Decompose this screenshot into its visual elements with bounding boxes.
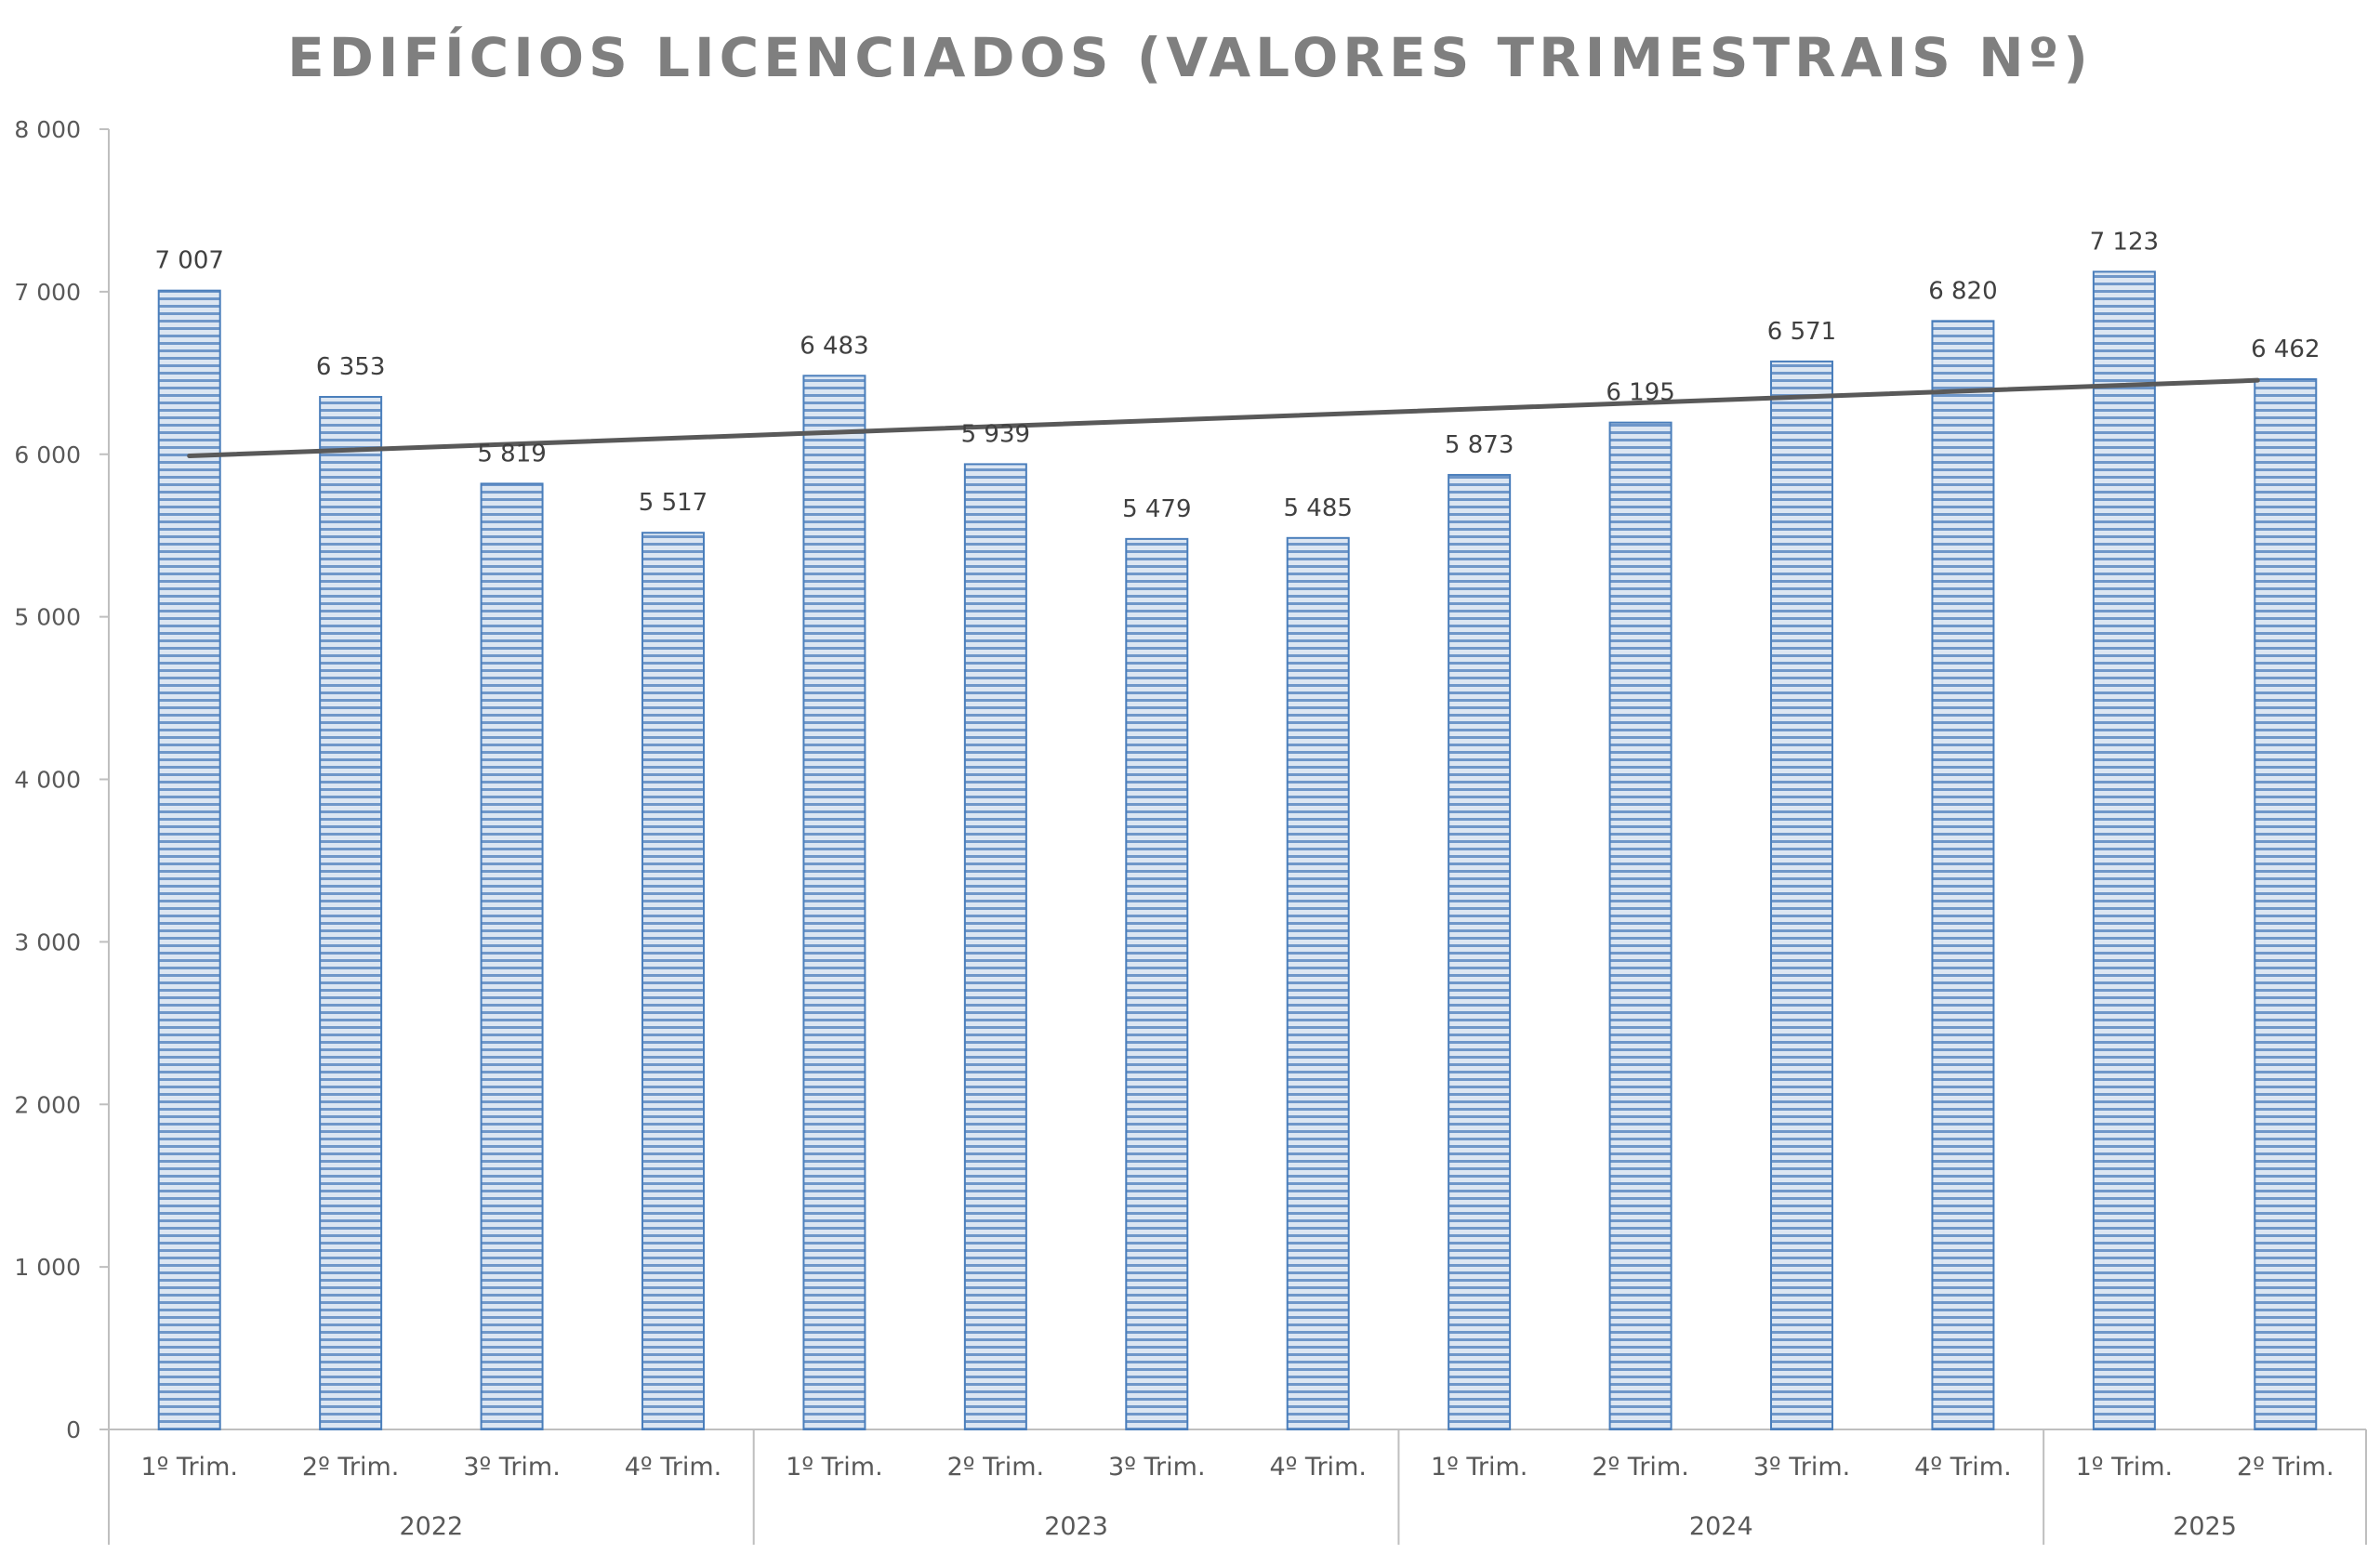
data-label: 7 123 <box>2090 228 2159 256</box>
x-category-label: 4º Trim. <box>1914 1453 2012 1482</box>
trend-line <box>187 377 2260 458</box>
x-category-label: 1º Trim. <box>786 1453 883 1482</box>
chart-title: EDIFÍCIOS LICENCIADOS (VALORES TRIMESTRA… <box>287 26 2093 89</box>
bar <box>1286 536 1350 1430</box>
x-category-label: 2º Trim. <box>1592 1453 1689 1482</box>
data-label: 5 479 <box>1122 495 1191 523</box>
bar <box>2254 377 2318 1430</box>
bar <box>480 482 544 1430</box>
data-label: 7 007 <box>154 247 223 275</box>
x-category-label: 2º Trim. <box>2237 1453 2334 1482</box>
x-category-label: 3º Trim. <box>1108 1453 1206 1482</box>
bars <box>157 270 2318 1431</box>
bar <box>319 396 383 1430</box>
x-group-label: 2024 <box>1689 1512 1753 1541</box>
data-label: 6 195 <box>1606 379 1674 407</box>
data-label: 6 483 <box>800 332 868 360</box>
y-tick-label: 1 000 <box>14 1254 81 1281</box>
bar <box>802 375 866 1430</box>
x-group-label: 2025 <box>2173 1512 2237 1541</box>
bar <box>963 463 1027 1431</box>
data-label: 5 485 <box>1283 494 1352 522</box>
x-category-label: 1º Trim. <box>140 1453 238 1482</box>
data-label: 5 517 <box>639 489 707 517</box>
y-tick-label: 2 000 <box>14 1091 81 1118</box>
bar <box>2092 270 2156 1431</box>
y-tick-label: 0 <box>66 1416 81 1443</box>
bar <box>1125 537 1189 1430</box>
bar <box>1608 421 1673 1430</box>
x-category-label: 4º Trim. <box>1269 1453 1367 1482</box>
y-tick-label: 7 000 <box>14 279 81 306</box>
x-group-label: 2022 <box>399 1512 463 1541</box>
axes: 0 1 000 2 000 3 000 4 000 5 000 6 000 7 000 8 00… <box>14 116 2367 1545</box>
bar <box>1448 473 1512 1431</box>
data-label: 6 353 <box>316 353 385 381</box>
data-label: 6 571 <box>1767 318 1836 346</box>
data-labels: 7 007 6 353 5 819 5 517 6 483 5 939 5 479 5 485… <box>154 228 2320 522</box>
bar <box>641 532 705 1430</box>
x-category-label: 2º Trim. <box>947 1453 1045 1482</box>
data-label: 6 462 <box>2251 336 2320 363</box>
bar <box>157 289 221 1430</box>
trendline <box>187 377 2260 458</box>
x-category-label: 3º Trim. <box>1753 1453 1851 1482</box>
y-tick-label: 8 000 <box>14 116 81 143</box>
x-category-label: 1º Trim. <box>2076 1453 2174 1482</box>
data-label: 5 819 <box>477 440 546 468</box>
x-group-label: 2023 <box>1044 1512 1108 1541</box>
data-label: 6 820 <box>1928 277 1997 305</box>
bar <box>1931 320 1995 1430</box>
y-tick-label: 5 000 <box>14 604 81 631</box>
bar <box>1770 360 1833 1430</box>
data-label: 5 939 <box>961 420 1030 448</box>
y-tick-label: 6 000 <box>14 441 81 468</box>
x-category-label: 3º Trim. <box>463 1453 561 1482</box>
data-label: 5 873 <box>1445 431 1514 459</box>
y-tick-label: 3 000 <box>14 928 81 955</box>
x-category-label: 1º Trim. <box>1431 1453 1528 1482</box>
x-category-label: 4º Trim. <box>625 1453 722 1482</box>
y-tick-label: 4 000 <box>14 767 81 794</box>
x-category-label: 2º Trim. <box>302 1453 400 1482</box>
